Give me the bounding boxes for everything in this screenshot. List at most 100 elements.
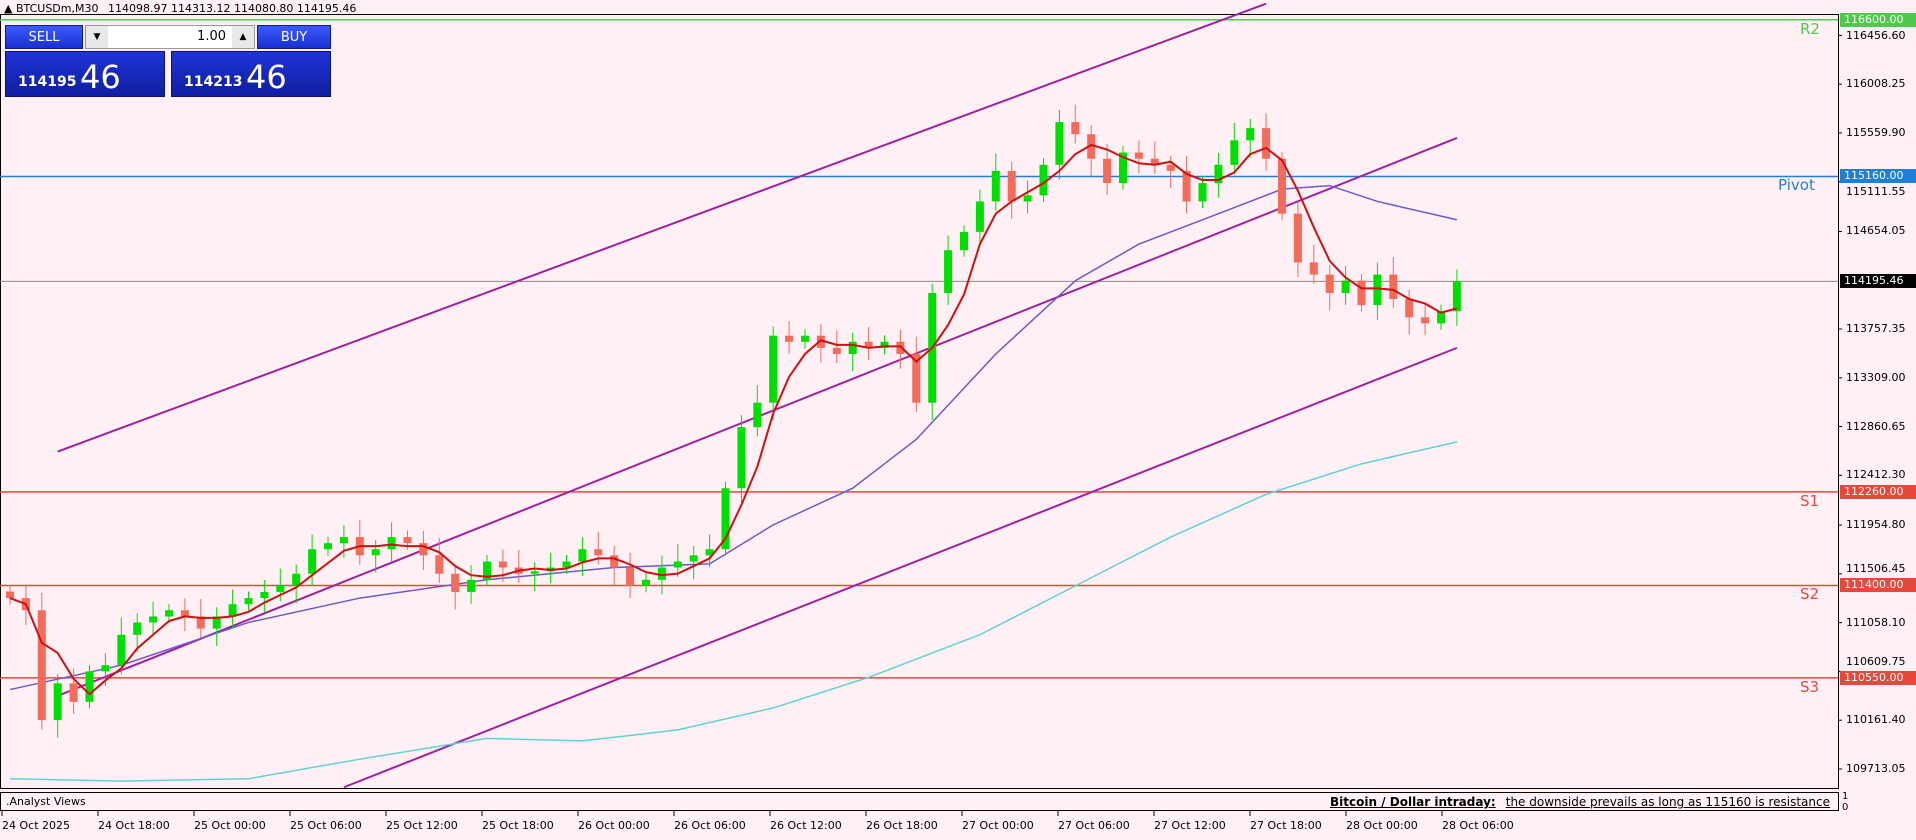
symbol-title: BTCUSDm,M30 (15, 2, 99, 15)
candle-body (880, 341, 889, 348)
price-tick-label: 115559.90 (1846, 125, 1906, 139)
analyst-note-text: the downside prevails as long as 115160 … (1505, 795, 1830, 809)
candle-body (562, 561, 571, 568)
trend-channel-line (343, 346, 1458, 789)
trend-channel-line (57, 2, 1267, 453)
candle-body (117, 634, 126, 666)
candle-body (1293, 213, 1302, 263)
candle-body (991, 170, 1000, 202)
candle-body (896, 341, 905, 354)
candle-body (244, 598, 253, 605)
time-tick-label: 28 Oct 00:00 (1346, 819, 1418, 832)
candle-body (101, 665, 110, 672)
collapse-arrow-icon[interactable]: ▲ (4, 2, 13, 15)
candle-body (1055, 122, 1064, 165)
candle-body (785, 335, 794, 342)
candle-body (1357, 280, 1366, 306)
candle-body (960, 231, 968, 251)
price-tick-label: 113309.00 (1846, 370, 1906, 384)
buy-button[interactable]: BUY (257, 25, 331, 49)
sell-button[interactable]: SELL (5, 25, 83, 49)
candle-body (85, 671, 94, 702)
time-tick-label: 26 Oct 12:00 (770, 819, 842, 832)
candle-body (737, 427, 746, 489)
candle-body (133, 622, 142, 635)
sell-price-box[interactable]: 114195 46 (5, 51, 165, 97)
candle-body (1389, 274, 1398, 300)
level-name-label: S2 (1800, 585, 1820, 604)
price-tick-label: 111954.80 (1846, 518, 1906, 532)
candle-body (801, 335, 809, 342)
candle-body (1437, 311, 1445, 324)
candle-body (165, 610, 173, 617)
candle-body (53, 683, 62, 721)
candle-body (260, 591, 269, 599)
buy-price-box[interactable]: 114213 46 (171, 51, 331, 97)
candle-body (1039, 164, 1048, 196)
price-tick-label: 116456.60 (1846, 28, 1906, 42)
candle-body (753, 402, 762, 428)
candle-body (1421, 317, 1430, 324)
price-tick-label: 116008.25 (1846, 77, 1906, 91)
candle-body (642, 579, 650, 586)
candle-body (483, 561, 491, 580)
mid-moving-average-line (9, 184, 1458, 691)
fast-moving-average-line (9, 143, 1458, 696)
level-name-label: R2 (1800, 19, 1820, 38)
candle-body (196, 616, 205, 629)
candle-body (1214, 164, 1223, 184)
level-price-label: 116600.00 (1840, 12, 1916, 27)
ohlc-readout: 114098.97 114313.12 114080.80 114195.46 (107, 2, 357, 15)
price-tick-label: 110609.75 (1846, 654, 1906, 668)
candle-body (1405, 299, 1414, 318)
volume-input[interactable]: 1.00 (197, 29, 226, 44)
one-click-trading-panel: SELL ▼ 1.00 ▲ BUY 114195 46 114213 46 (5, 25, 331, 98)
time-tick-label: 26 Oct 18:00 (866, 819, 938, 832)
increase-volume-icon[interactable]: ▲ (232, 26, 254, 48)
subwindow-frame (0, 792, 1839, 811)
candle-body (371, 549, 380, 556)
candle-body (626, 567, 635, 586)
decrease-volume-icon[interactable]: ▼ (86, 26, 108, 48)
candle-body (1007, 170, 1016, 202)
candle-body (1134, 152, 1143, 159)
candle-body (1230, 140, 1239, 165)
candle-body (1373, 274, 1382, 306)
candle-body (1278, 158, 1286, 214)
candle-body (1182, 170, 1191, 202)
candle-body (1087, 134, 1096, 159)
level-name-label: Pivot (1778, 176, 1815, 195)
candle-body (498, 561, 507, 568)
candle-body (149, 616, 158, 623)
buy-price-pips: 46 (246, 58, 287, 96)
time-tick-label: 27 Oct 18:00 (1250, 819, 1322, 832)
candle-body (292, 573, 301, 586)
candle-body (975, 201, 984, 232)
candle-body (912, 353, 921, 403)
candle-body (594, 549, 603, 556)
buy-price-prefix: 114213 (184, 74, 243, 90)
time-tick-label: 25 Oct 18:00 (482, 819, 554, 832)
time-tick-label: 27 Oct 12:00 (1154, 819, 1226, 832)
price-tick-label: 109713.05 (1846, 761, 1906, 775)
subwindow-scale-bottom: 0 (1842, 802, 1849, 813)
analyst-note-title: Bitcoin / Dollar intraday: (1330, 795, 1496, 809)
candle-body (308, 549, 317, 574)
candle-body (180, 610, 189, 617)
candle-body (37, 610, 46, 721)
candle-body (387, 537, 396, 550)
time-tick-label: 25 Oct 00:00 (194, 819, 266, 832)
candle-body (1071, 122, 1080, 135)
candle-body (1452, 281, 1461, 312)
volume-stepper[interactable]: ▼ 1.00 ▲ (85, 25, 255, 49)
time-tick-label: 26 Oct 06:00 (674, 819, 746, 832)
candle-body (435, 555, 444, 574)
analyst-note: Bitcoin / Dollar intraday: the downside p… (1330, 795, 1830, 809)
candle-body (1341, 280, 1350, 293)
candle-body (832, 347, 841, 354)
candle-body (212, 616, 221, 629)
candle-body (467, 579, 476, 592)
candle-body (944, 250, 953, 293)
